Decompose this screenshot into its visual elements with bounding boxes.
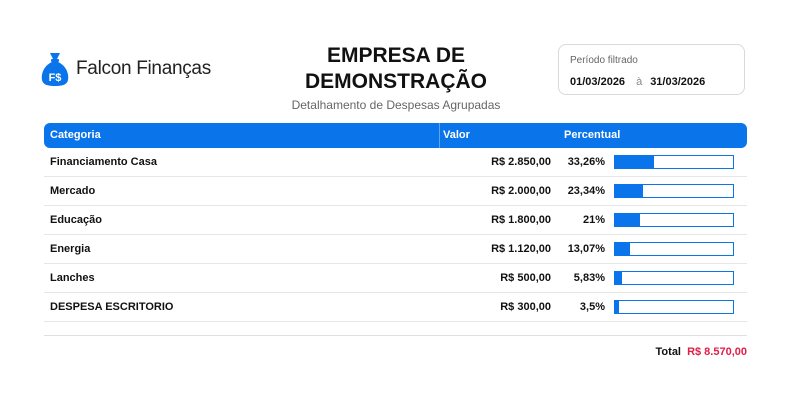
- svg-text:F$: F$: [49, 72, 62, 84]
- period-separator: à: [636, 76, 643, 88]
- row-percent: 5,83%: [573, 272, 605, 284]
- table-row: Lanches R$ 500,00 5,83%: [44, 264, 747, 293]
- money-bag-icon: F$: [41, 53, 69, 86]
- header-value: Valor: [443, 129, 470, 141]
- percent-bar-fill: [615, 243, 631, 255]
- total-value: R$ 8.570,00: [687, 346, 747, 358]
- row-percent: 13,07%: [567, 243, 605, 255]
- percent-bar-fill: [615, 272, 622, 284]
- percent-bar-fill: [615, 301, 620, 313]
- row-category: DESPESA ESCRITORIO: [50, 301, 174, 313]
- brand-name: Falcon Finanças: [76, 58, 211, 79]
- row-category: Energia: [50, 243, 91, 255]
- row-value: R$ 1.120,00: [491, 243, 551, 255]
- row-value: R$ 1.800,00: [491, 214, 551, 226]
- row-value: R$ 300,00: [500, 301, 551, 313]
- header-divider: [439, 123, 440, 148]
- header-category: Categoria: [50, 129, 101, 141]
- table-row: Mercado R$ 2.000,00 23,34%: [44, 177, 747, 206]
- percent-bar: [614, 271, 734, 285]
- period-range: 01/03/2026 à 31/03/2026: [570, 76, 705, 88]
- total-divider: [44, 335, 747, 336]
- period-end: 31/03/2026: [650, 76, 706, 88]
- row-percent: 23,34%: [567, 185, 605, 197]
- percent-bar: [614, 300, 734, 314]
- table-row: Energia R$ 1.120,00 13,07%: [44, 235, 747, 264]
- row-percent: 21%: [582, 214, 605, 226]
- period-filter-card: Período filtrado 01/03/2026 à 31/03/2026: [558, 44, 745, 95]
- percent-bar: [614, 242, 734, 256]
- table-header: Categoria Valor Percentual: [44, 123, 747, 148]
- percent-bar-fill: [615, 156, 655, 168]
- percent-bar: [614, 184, 734, 198]
- row-category: Financiamento Casa: [50, 156, 157, 168]
- table-row: Educação R$ 1.800,00 21%: [44, 206, 747, 235]
- brand: F$ Falcon Finanças: [40, 51, 211, 87]
- report-subtitle: Detalhamento de Despesas Agrupadas: [291, 98, 501, 112]
- percent-bar-fill: [615, 214, 640, 226]
- table-row: Financiamento Casa R$ 2.850,00 33,26%: [44, 148, 747, 177]
- row-value: R$ 500,00: [500, 272, 551, 284]
- row-category: Mercado: [50, 185, 96, 197]
- row-percent: 3,5%: [579, 301, 605, 313]
- row-category: Lanches: [50, 272, 95, 284]
- table-row: DESPESA ESCRITORIO R$ 300,00 3,5%: [44, 293, 747, 322]
- row-value: R$ 2.850,00: [491, 156, 551, 168]
- row-value: R$ 2.000,00: [491, 185, 551, 197]
- percent-bar: [614, 213, 734, 227]
- company-title: EMPRESA DE DEMONSTRAÇÃO: [305, 44, 487, 93]
- percent-bar-fill: [615, 185, 643, 197]
- row-percent: 33,26%: [567, 156, 605, 168]
- total-line: Total R$ 8.570,00: [656, 346, 747, 358]
- header-percent: Percentual: [564, 129, 621, 141]
- period-start: 01/03/2026: [570, 76, 626, 88]
- total-label: Total: [655, 346, 681, 358]
- row-category: Educação: [50, 214, 102, 226]
- period-label: Período filtrado: [570, 55, 638, 66]
- percent-bar: [614, 155, 734, 169]
